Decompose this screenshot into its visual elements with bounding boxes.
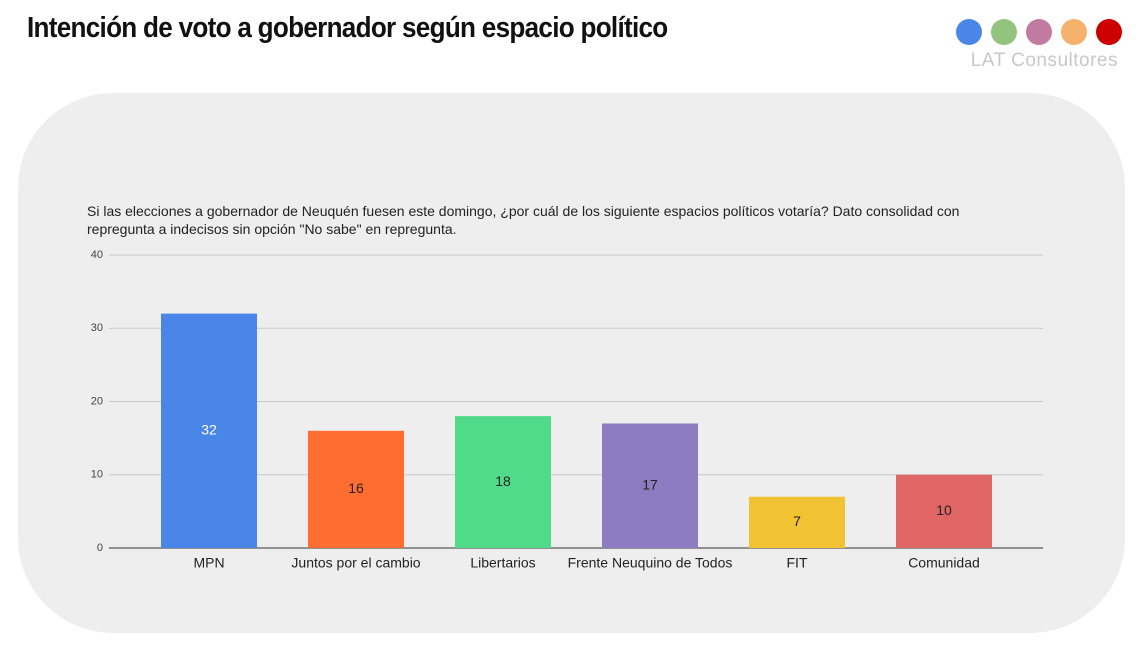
x-tick-label: FIT	[787, 555, 808, 571]
y-tick-label: 30	[91, 322, 103, 334]
y-tick-label: 40	[91, 249, 103, 261]
dot	[1096, 19, 1122, 45]
bar	[308, 430, 404, 548]
x-tick-label: Frente Neuquino de Todos	[568, 555, 733, 571]
x-tick-label: Comunidad	[908, 555, 980, 571]
logo-dots	[956, 19, 1131, 50]
x-tick-label: MPN	[193, 555, 224, 571]
y-tick-label: 10	[91, 469, 103, 481]
value-label: 17	[642, 476, 658, 492]
page-title: Intención de voto a gobernador según esp…	[27, 12, 668, 44]
y-tick-label: 20	[91, 395, 103, 407]
value-label: 7	[793, 513, 801, 529]
bar	[455, 416, 551, 548]
bar	[749, 496, 845, 548]
value-label: 16	[348, 480, 364, 496]
dot	[1061, 19, 1087, 45]
bar	[602, 423, 698, 548]
x-tick-label: Libertarios	[470, 555, 535, 571]
value-label: 32	[201, 422, 217, 438]
y-tick-label: 0	[97, 542, 103, 554]
dot	[1026, 19, 1052, 45]
x-tick-label: Juntos por el cambio	[291, 555, 420, 571]
bar	[161, 313, 257, 548]
value-label: 18	[495, 473, 511, 489]
dot	[956, 19, 982, 45]
brand: LAT Consultores	[970, 50, 1118, 71]
value-label: 10	[936, 502, 952, 518]
chart-subtitle: Si las elecciones a gobernador de Neuqué…	[87, 203, 960, 237]
bar	[896, 474, 992, 548]
dot	[991, 19, 1017, 45]
